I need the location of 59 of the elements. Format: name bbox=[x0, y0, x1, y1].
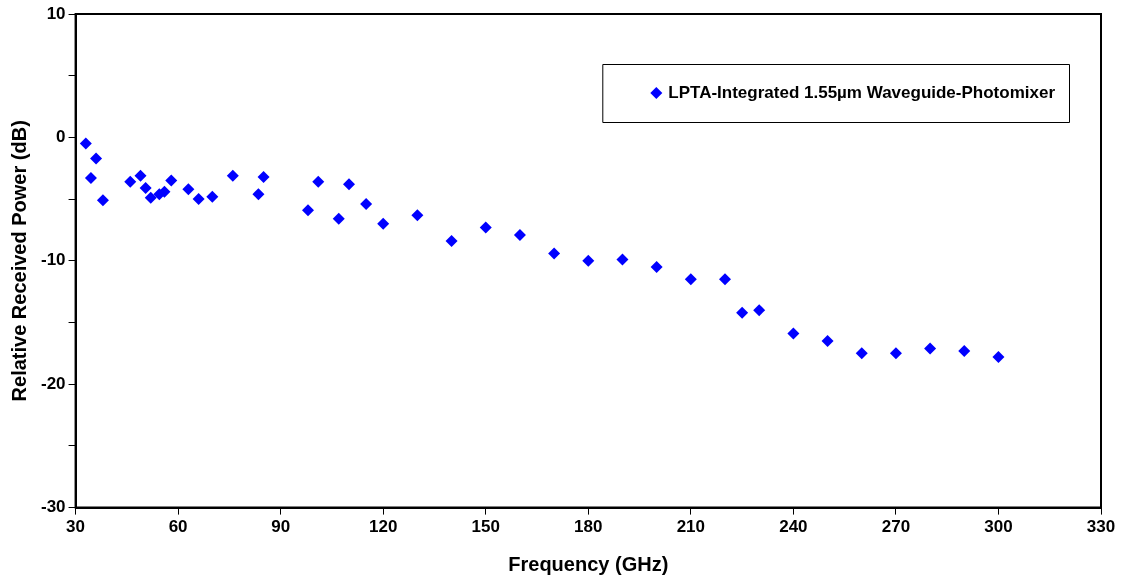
point bbox=[889, 347, 902, 360]
y-tick-label: -20 bbox=[40, 373, 66, 393]
point bbox=[445, 235, 458, 248]
point bbox=[165, 174, 178, 187]
point bbox=[924, 342, 937, 355]
point bbox=[582, 254, 595, 267]
point bbox=[360, 198, 373, 211]
point bbox=[206, 190, 219, 203]
point bbox=[96, 194, 109, 207]
point bbox=[616, 253, 629, 266]
point bbox=[182, 183, 195, 196]
point bbox=[124, 175, 137, 188]
x-tick-label: 150 bbox=[471, 517, 500, 537]
point bbox=[90, 152, 103, 165]
x-tick-label: 210 bbox=[676, 517, 706, 537]
point bbox=[139, 181, 152, 194]
point bbox=[753, 304, 766, 317]
point bbox=[821, 335, 834, 348]
x-tick-label: 240 bbox=[779, 517, 808, 537]
y-tick-label: -10 bbox=[40, 250, 66, 270]
x-tick-label: 180 bbox=[574, 517, 603, 537]
x-tick-label: 60 bbox=[168, 517, 188, 537]
point bbox=[992, 351, 1005, 364]
point bbox=[958, 344, 971, 357]
y-tick-label: 10 bbox=[46, 3, 66, 23]
y-tick-label: -30 bbox=[40, 497, 66, 517]
x-axis-title: Frequency (GHz) bbox=[508, 552, 669, 575]
point bbox=[479, 221, 492, 234]
x-tick-label: 270 bbox=[881, 517, 911, 537]
point bbox=[513, 228, 526, 241]
point bbox=[257, 170, 270, 183]
point bbox=[144, 191, 157, 204]
point bbox=[312, 175, 325, 188]
point bbox=[84, 172, 97, 185]
point bbox=[302, 204, 314, 217]
y-axis-title: Relative Received Power (dB) bbox=[7, 120, 30, 402]
y-tick-label: 0 bbox=[56, 127, 66, 147]
point bbox=[343, 178, 356, 191]
point bbox=[548, 247, 561, 260]
point bbox=[855, 347, 868, 360]
point bbox=[377, 217, 390, 230]
point bbox=[684, 273, 697, 286]
legend-label: LPTA-Integrated 1.55µm Waveguide-Photomixer bbox=[668, 82, 1056, 102]
point bbox=[226, 169, 239, 182]
x-tick-label: 300 bbox=[984, 517, 1013, 537]
point bbox=[252, 188, 265, 201]
point bbox=[134, 169, 147, 182]
point bbox=[79, 137, 92, 150]
point bbox=[332, 212, 345, 225]
point bbox=[411, 209, 424, 222]
point bbox=[650, 260, 663, 273]
x-tick-label: 90 bbox=[271, 517, 291, 537]
x-tick-label: 120 bbox=[369, 517, 398, 537]
point bbox=[719, 273, 732, 286]
point bbox=[192, 193, 205, 206]
x-tick-label: 330 bbox=[1086, 517, 1116, 537]
point bbox=[736, 306, 749, 319]
x-tick-label: 30 bbox=[66, 517, 86, 537]
point bbox=[787, 327, 800, 340]
